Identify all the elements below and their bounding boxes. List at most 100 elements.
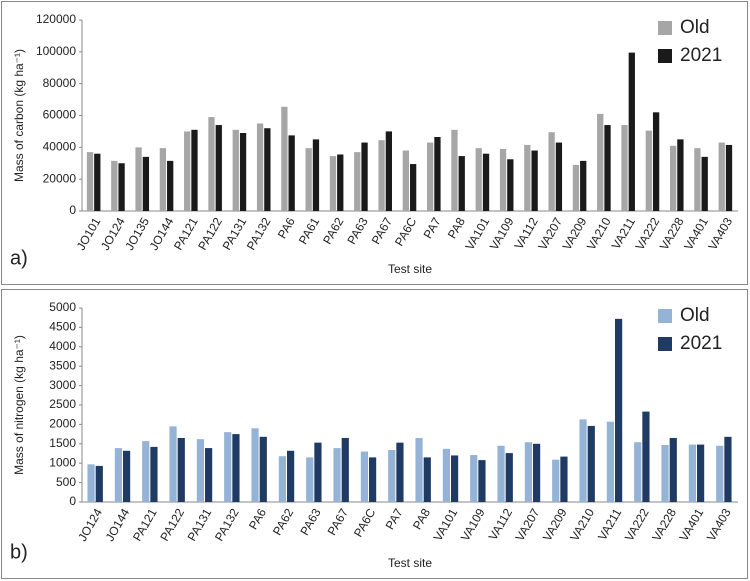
y-axis-label: Mass of nitrogen (kg ha⁻¹): [12, 335, 26, 475]
x-tick-label: JO124: [75, 506, 105, 544]
bar: [423, 457, 431, 502]
y-tick-label: 3000: [49, 378, 76, 392]
bar: [287, 450, 295, 502]
bar: [281, 106, 288, 211]
bar: [205, 448, 213, 502]
bar: [552, 459, 560, 502]
bar: [142, 156, 150, 211]
x-tick-label: PA8: [445, 215, 468, 241]
bar: [669, 437, 677, 502]
bar: [337, 154, 344, 211]
bar: [604, 125, 611, 211]
bar: [288, 135, 295, 211]
legend-label: 2021: [680, 333, 722, 354]
x-tick-label: PA62: [320, 215, 347, 247]
bar: [312, 139, 320, 211]
bar: [410, 164, 417, 211]
bar: [621, 125, 628, 211]
bar: [314, 442, 322, 502]
x-tick-label: VA228: [649, 506, 679, 544]
bar: [724, 436, 732, 502]
x-tick-label: PA7: [383, 506, 406, 532]
x-tick-label: PA63: [297, 506, 324, 538]
bar: [652, 112, 660, 211]
x-tick-label: PA132: [212, 506, 242, 544]
x-tick-label: PA62: [270, 506, 297, 538]
bar: [184, 131, 191, 211]
y-tick-label: 40000: [43, 140, 77, 154]
bar: [688, 444, 696, 502]
bar: [560, 456, 568, 502]
bar: [159, 148, 167, 211]
x-tick-label: PA122: [157, 506, 187, 544]
x-tick-label: JO144: [103, 506, 133, 544]
bar: [697, 444, 705, 502]
bar: [232, 434, 240, 502]
bar: [111, 160, 118, 211]
x-tick-label: VA112: [486, 506, 515, 543]
x-tick-label: PA6C: [392, 215, 420, 249]
bar: [306, 457, 314, 502]
bar: [360, 451, 368, 502]
panel-label: a): [10, 247, 28, 269]
bar: [167, 160, 174, 211]
bar: [369, 457, 377, 502]
legend-label: 2021: [680, 45, 722, 66]
bar: [499, 148, 507, 211]
x-tick-label: VA109: [458, 506, 488, 544]
y-tick-label: 2500: [49, 397, 76, 411]
bar: [606, 421, 614, 502]
bar: [427, 142, 434, 211]
x-tick-label: PA67: [325, 506, 352, 538]
legend-label: Old: [680, 305, 710, 326]
legend-swatch: [658, 337, 672, 351]
bar: [677, 139, 684, 211]
bar: [718, 142, 725, 211]
bar: [191, 129, 198, 211]
bar: [169, 426, 177, 502]
x-axis-label: Test site: [388, 262, 432, 276]
x-tick-label: VA210: [584, 215, 614, 253]
bar: [251, 428, 259, 502]
x-tick-label: VA401: [677, 506, 707, 544]
bar: [396, 442, 404, 502]
bar: [669, 145, 677, 211]
bar: [305, 148, 312, 211]
bar: [208, 117, 215, 211]
legend-swatch: [658, 21, 672, 35]
x-tick-label: VA101: [431, 506, 461, 544]
x-tick-label: PA6: [275, 215, 298, 241]
bar: [341, 437, 349, 502]
x-tick-label: VA211: [595, 506, 624, 543]
bar: [645, 130, 652, 211]
bar: [524, 144, 531, 211]
x-tick-label: PA121: [130, 506, 160, 544]
bar: [524, 442, 532, 502]
bar: [329, 156, 337, 211]
bar: [118, 163, 125, 211]
x-tick-label: VA109: [487, 215, 517, 253]
bar: [150, 446, 158, 502]
bar: [94, 153, 101, 211]
bar: [215, 125, 222, 211]
x-tick-label: PA63: [344, 215, 371, 247]
panel-frame: [1, 289, 748, 579]
bar: [642, 411, 650, 502]
bar: [579, 419, 587, 502]
bar: [716, 445, 724, 502]
bar: [548, 132, 555, 211]
bar: [458, 156, 465, 211]
bar: [135, 147, 142, 211]
bar: [442, 448, 450, 502]
y-tick-label: 5000: [49, 300, 76, 314]
bar: [224, 432, 232, 502]
bar: [701, 156, 708, 211]
y-tick-label: 1000: [49, 455, 76, 469]
bar: [434, 136, 441, 211]
y-tick-label: 4000: [49, 339, 76, 353]
bar: [361, 142, 368, 211]
y-tick-label: 500: [56, 475, 76, 489]
y-tick-label: 0: [69, 203, 76, 217]
bar: [114, 448, 122, 502]
x-tick-label: PA6: [246, 506, 269, 532]
